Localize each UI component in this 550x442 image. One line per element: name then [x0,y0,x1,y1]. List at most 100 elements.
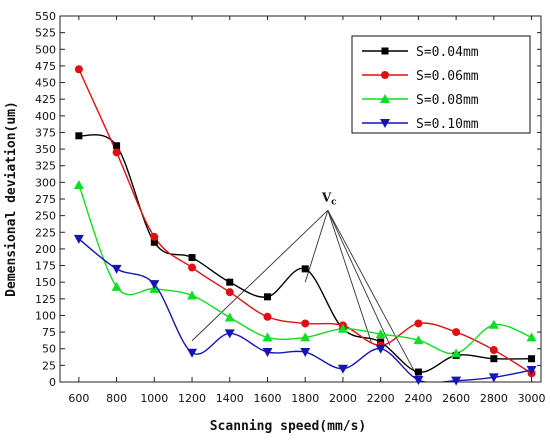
y-tick-label: 500 [35,43,56,56]
y-tick-label: 550 [35,10,56,23]
data-point-series-3 [224,312,235,322]
series-line-4 [78,238,532,382]
marker-layer [73,65,537,386]
x-axis: 600 800 1000 1200 1400 1600 1800 2000 2200 2400 26… [68,16,546,405]
x-tick-label: 1200 [178,392,206,405]
data-point-series-4 [488,373,499,383]
data-point-series-3 [451,348,462,358]
x-tick-label: 3000 [518,392,546,405]
y-tick-label: 225 [35,226,56,239]
data-point-series-2 [225,288,234,297]
data-point-series-1 [75,132,83,140]
legend-marker [380,94,390,103]
x-tick-label: 2000 [329,392,357,405]
data-point-series-4 [375,344,386,354]
y-tick-label: 425 [35,93,56,106]
x-tick-label: 1000 [140,392,168,405]
data-point-series-1 [414,368,422,376]
legend-label: S=0.10mm [416,117,479,132]
y-tick-label: 300 [35,176,56,189]
legend: S=0.04mm S=0.06mm S=0.08mm S=0.10mm [351,35,531,134]
x-tick-label: 2800 [480,392,508,405]
y-tick-label: 525 [35,27,56,40]
data-point-series-2 [414,319,423,328]
x-tick-label: 1800 [291,392,319,405]
data-point-series-3 [375,329,386,339]
data-point-series-1 [226,278,234,286]
legend-marker [381,47,389,55]
data-point-series-2 [301,319,310,328]
data-point-series-1 [263,293,271,301]
data-point-series-3 [526,332,537,342]
data-point-series-3 [300,332,311,342]
vc-label: Vc [321,190,337,207]
y-tick-label: 50 [42,343,56,356]
vc-label-subscript: c [331,197,337,207]
data-point-series-4 [526,366,537,376]
y-tick-label: 350 [35,143,56,156]
x-tick-label: 2200 [367,392,395,405]
data-point-series-4 [149,280,160,290]
data-point-series-1 [301,265,309,273]
data-point-series-4 [451,376,462,386]
data-point-series-2 [263,312,272,321]
data-point-series-1 [188,254,196,262]
data-point-series-2 [150,232,159,241]
vc-pointer-line [191,209,329,342]
data-point-series-4 [300,348,311,358]
y-tick-label: 450 [35,77,56,90]
legend-label: S=0.06mm [416,69,479,84]
data-point-series-1 [528,355,536,363]
y-tick-label: 250 [35,210,56,223]
y-axis-title: Demensional deviation(um) [4,101,19,297]
y-tick-label: 475 [35,60,56,73]
data-point-series-2 [188,263,197,272]
x-tick-label: 1400 [216,392,244,405]
x-tick-label: 2400 [404,392,432,405]
y-tick-label: 175 [35,260,56,273]
data-point-series-1 [150,238,158,246]
data-point-series-4 [73,234,84,244]
data-point-series-2 [489,346,498,355]
y-tick-label: 0 [49,376,56,389]
y-tick-label: 400 [35,110,56,123]
y-tick-label: 150 [35,276,56,289]
y-tick-label: 100 [35,309,56,322]
data-point-series-1 [113,142,121,150]
x-tick-label: 800 [106,392,127,405]
vc-pointer-line [327,210,391,346]
y-tick-label: 125 [35,293,56,306]
x-axis-title: Scanning speed(mm/s) [210,419,367,434]
y-axis: 0 25 50 75 100 125 150 175 200 225 250 275 300 325 350… [35,10,541,389]
data-point-series-3 [262,332,273,342]
x-tick-label: 1600 [253,392,281,405]
x-tick-label: 600 [68,392,89,405]
data-point-series-2 [112,148,121,157]
data-point-series-3 [73,180,84,190]
data-point-series-4 [224,329,235,339]
legend-marker [381,71,389,79]
data-point-series-3 [488,319,499,329]
y-tick-label: 200 [35,243,56,256]
y-tick-label: 375 [35,126,56,139]
legend-label: S=0.08mm [416,93,479,108]
data-point-series-3 [187,290,198,300]
data-point-series-4 [337,364,348,374]
y-tick-label: 75 [42,326,56,339]
data-point-series-4 [413,376,424,386]
data-point-series-4 [187,348,198,358]
y-tick-label: 275 [35,193,56,206]
legend-marker [380,119,390,128]
y-tick-label: 25 [42,359,56,372]
data-point-series-3 [337,323,348,333]
data-point-series-4 [262,348,273,358]
data-point-series-1 [490,355,498,363]
data-point-series-3 [111,281,122,291]
legend-label: S=0.04mm [416,45,479,60]
vc-pointer-line [327,210,372,343]
data-point-series-2 [74,65,83,74]
y-tick-label: 325 [35,160,56,173]
vc-pointer-line [327,210,419,379]
vc-pointer-line [304,210,329,283]
